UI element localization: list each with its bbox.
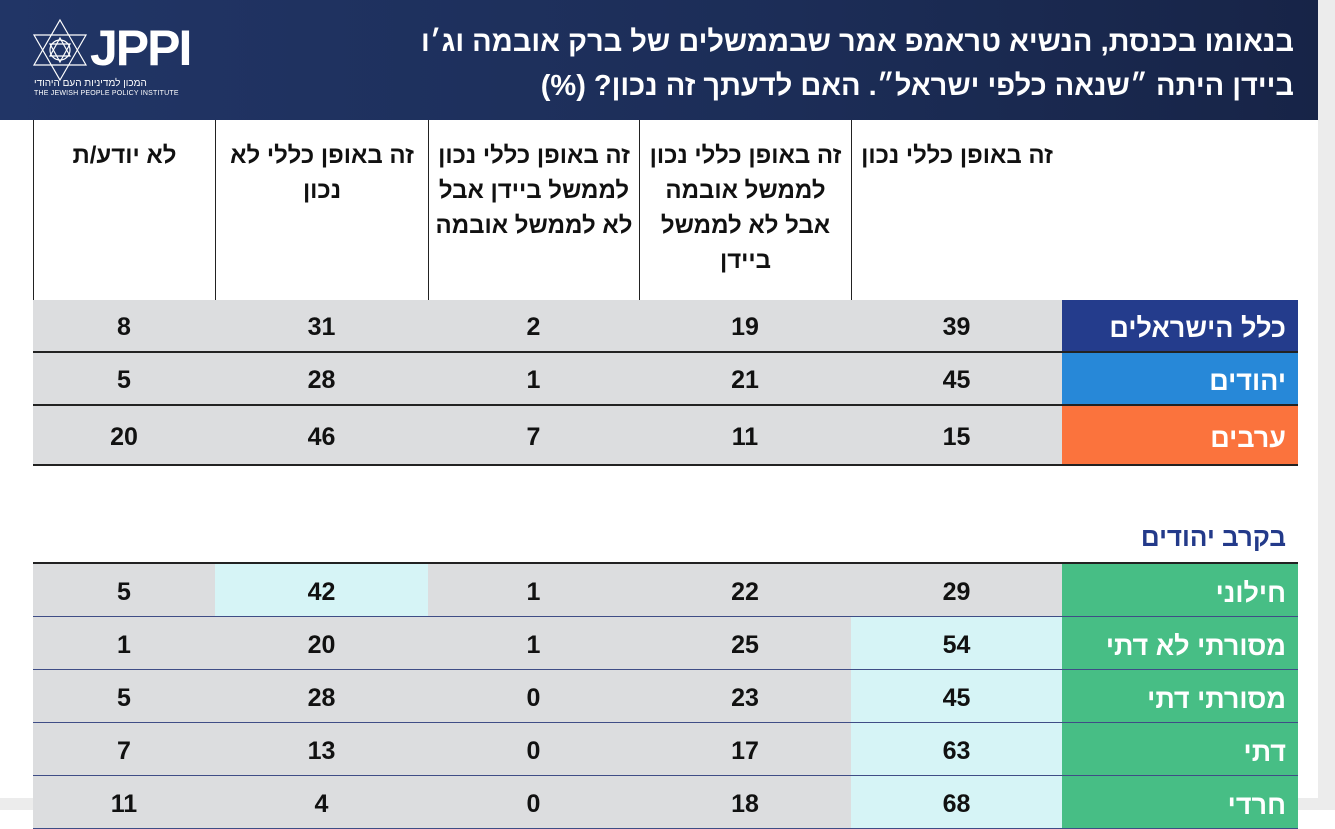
value-cell: 31 [215, 300, 428, 351]
value-cell: 54 [851, 617, 1062, 669]
column-header: זה באופן כללי נכון לממשל ביידן אבל לא למ… [428, 120, 639, 300]
value-cell: 11 [639, 406, 851, 464]
value-cell: 0 [428, 776, 639, 828]
row-label: מסורתי דתי [1062, 670, 1298, 722]
results-table: זה באופן כללי נכון זה באופן כללי נכון למ… [33, 120, 1298, 829]
value-cell: 13 [215, 723, 428, 775]
star-of-david-icon [32, 18, 88, 82]
table-row: חרדי 68 18 0 4 11 [33, 776, 1298, 829]
value-cell: 42 [215, 564, 428, 616]
subgroup-heading: בקרב יהודים [33, 502, 1298, 564]
value-cell: 17 [639, 723, 851, 775]
value-cell: 1 [33, 617, 215, 669]
value-cell: 1 [428, 353, 639, 404]
table-row: מסורתי דתי 45 23 0 28 5 [33, 670, 1298, 723]
logo-english: THE JEWISH PEOPLE POLICY INSTITUTE [34, 90, 179, 97]
table-row: כלל הישראלים 39 19 2 31 8 [33, 300, 1298, 353]
value-cell: 21 [639, 353, 851, 404]
value-cell: 5 [33, 670, 215, 722]
table-row: חילוני 29 22 1 42 5 [33, 564, 1298, 617]
column-header: זה באופן כללי נכון [851, 120, 1062, 300]
row-label: חרדי [1062, 776, 1298, 828]
value-cell: 1 [428, 564, 639, 616]
value-cell: 45 [851, 353, 1062, 404]
value-cell: 20 [33, 406, 215, 464]
value-cell: 0 [428, 670, 639, 722]
value-cell: 5 [33, 564, 215, 616]
value-cell: 5 [33, 353, 215, 404]
value-cell: 7 [33, 723, 215, 775]
row-label: כלל הישראלים [1062, 300, 1298, 351]
column-header: לא יודע/ת [33, 120, 215, 300]
logo-text: JPPI [90, 20, 192, 76]
value-cell: 15 [851, 406, 1062, 464]
table-row: דתי 63 17 0 13 7 [33, 723, 1298, 776]
value-cell: 0 [428, 723, 639, 775]
value-cell: 28 [215, 353, 428, 404]
value-cell: 22 [639, 564, 851, 616]
value-cell: 11 [33, 776, 215, 828]
value-cell: 63 [851, 723, 1062, 775]
row-label: דתי [1062, 723, 1298, 775]
value-cell: 4 [215, 776, 428, 828]
value-cell: 19 [639, 300, 851, 351]
value-cell: 39 [851, 300, 1062, 351]
jppi-logo: JPPI המכון למדיניות העם היהודי THE JEWIS… [28, 18, 208, 103]
value-cell: 23 [639, 670, 851, 722]
value-cell: 1 [428, 617, 639, 669]
page-title: בנאומו בכנסת, הנשיא טראמפ אמר שבממשלים ש… [420, 26, 1294, 102]
value-cell: 28 [215, 670, 428, 722]
spacer [33, 466, 1298, 502]
value-cell: 7 [428, 406, 639, 464]
value-cell: 29 [851, 564, 1062, 616]
value-cell: 20 [215, 617, 428, 669]
column-header: זה באופן כללי נכון לממשל אובמה אבל לא למ… [639, 120, 851, 300]
value-cell: 45 [851, 670, 1062, 722]
row-label: יהודים [1062, 353, 1298, 404]
table-row: מסורתי לא דתי 54 25 1 20 1 [33, 617, 1298, 670]
row-label: חילוני [1062, 564, 1298, 616]
header-banner: JPPI המכון למדיניות העם היהודי THE JEWIS… [0, 0, 1318, 120]
value-cell: 25 [639, 617, 851, 669]
frame-border-right [1318, 0, 1335, 810]
value-cell: 8 [33, 300, 215, 351]
logo-hebrew: המכון למדיניות העם היהודי [34, 78, 147, 89]
table-row: ערבים 15 11 7 46 20 [33, 406, 1298, 466]
value-cell: 68 [851, 776, 1062, 828]
table-row: יהודים 45 21 1 28 5 [33, 353, 1298, 406]
value-cell: 18 [639, 776, 851, 828]
value-cell: 2 [428, 300, 639, 351]
column-header: זה באופן כללי לא נכון [215, 120, 428, 300]
row-label: מסורתי לא דתי [1062, 617, 1298, 669]
header-spacer [1062, 120, 1298, 300]
value-cell: 46 [215, 406, 428, 464]
column-header-row: זה באופן כללי נכון זה באופן כללי נכון למ… [33, 120, 1298, 300]
row-label: ערבים [1062, 406, 1298, 464]
